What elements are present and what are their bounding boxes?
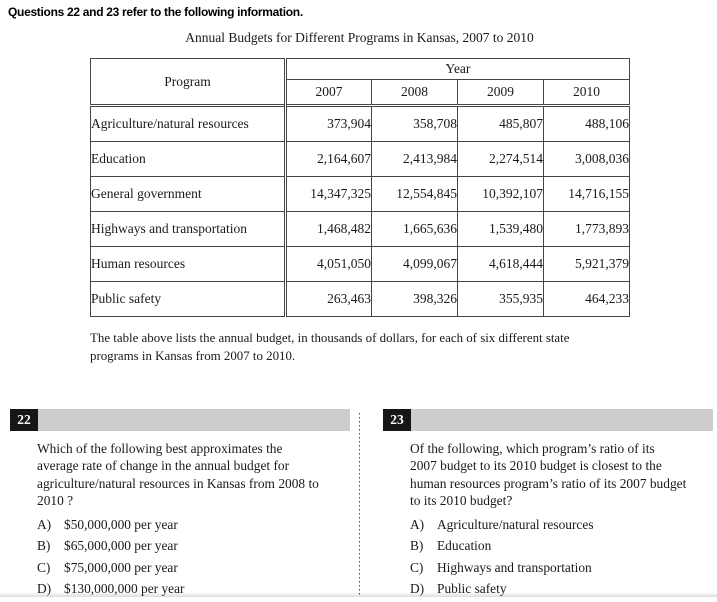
question-22-choices: A) $50,000,000 per year B) $65,000,000 p… [37, 516, 350, 599]
budget-value: 485,807 [457, 104, 544, 142]
choice-text: Highways and transportation [437, 559, 592, 575]
program-name: Education [90, 141, 286, 177]
program-name: Human resources [90, 246, 286, 282]
column-header-2008: 2008 [371, 79, 458, 106]
choice-22-b: B) $65,000,000 per year [37, 537, 350, 555]
column-header-2009: 2009 [457, 79, 544, 106]
choice-letter: D) [37, 581, 52, 597]
choice-letter: C) [37, 559, 51, 575]
budget-value: 358,708 [371, 104, 458, 142]
column-header-program: Program [90, 58, 286, 106]
choice-23-a: A) Agriculture/natural resources [410, 516, 713, 534]
program-name: Public safety [90, 281, 286, 317]
budget-value: 4,051,050 [284, 246, 372, 282]
choice-letter: D) [410, 581, 425, 597]
choice-text: Public safety [437, 581, 507, 597]
budget-value: 1,773,893 [543, 211, 630, 247]
budget-value: 1,539,480 [457, 211, 544, 247]
table-title: Annual Budgets for Different Programs in… [185, 30, 534, 45]
choice-letter: A) [37, 516, 52, 532]
budget-value: 398,326 [371, 281, 458, 317]
choice-text: Education [437, 538, 492, 554]
question-23-number-badge: 23 [383, 409, 411, 431]
choice-letter: C) [410, 559, 424, 575]
budget-value: 14,716,155 [543, 176, 630, 212]
table-row: Highways and transportation 1,468,482 1,… [90, 211, 630, 247]
question-22-number-badge: 22 [10, 409, 38, 431]
choice-letter: A) [410, 516, 425, 532]
program-name: Agriculture/natural resources [90, 104, 286, 142]
choice-23-c: C) Highways and transportation [410, 559, 713, 577]
budget-value: 4,618,444 [457, 246, 544, 282]
budget-value: 263,463 [284, 281, 372, 317]
budget-table: Program Year 2007 2008 2009 2010 Agricul… [90, 58, 630, 317]
choice-text: Agriculture/natural resources [437, 516, 594, 532]
question-23-text: Of the following, which program’s ratio … [410, 441, 687, 509]
budget-value: 12,554,845 [371, 176, 458, 212]
budget-value: 2,413,984 [371, 141, 458, 177]
choice-22-a: A) $50,000,000 per year [37, 516, 350, 534]
column-header-year: Year [284, 58, 630, 80]
budget-value: 10,392,107 [457, 176, 544, 212]
budget-value: 4,099,067 [371, 246, 458, 282]
budget-value: 464,233 [543, 281, 630, 317]
choice-22-c: C) $75,000,000 per year [37, 559, 350, 577]
questions-reference-instructions: Questions 22 and 23 refer to the followi… [8, 5, 303, 19]
budget-value: 3,008,036 [543, 141, 630, 177]
column-header-2007: 2007 [284, 79, 372, 106]
question-22: 22 Which of the following best approxima… [10, 409, 350, 602]
table-row: Human resources 4,051,050 4,099,067 4,61… [90, 246, 630, 282]
choice-22-d: D) $130,000,000 per year [37, 580, 350, 598]
question-23-header-bar [411, 409, 713, 431]
question-23: 23 Of the following, which program’s rat… [383, 409, 713, 602]
choice-text: $50,000,000 per year [64, 516, 178, 532]
table-row: Agriculture/natural resources 373,904 35… [90, 104, 630, 142]
program-name: General government [90, 176, 286, 212]
budget-value: 355,935 [457, 281, 544, 317]
column-header-2010: 2010 [543, 79, 630, 106]
budget-value: 373,904 [284, 104, 372, 142]
question-23-header: 23 [383, 409, 713, 431]
budget-value: 488,106 [543, 104, 630, 142]
question-22-header-bar [38, 409, 350, 431]
choice-letter: B) [410, 538, 424, 554]
choice-23-b: B) Education [410, 537, 713, 555]
budget-value: 1,665,636 [371, 211, 458, 247]
choice-23-d: D) Public safety [410, 580, 713, 598]
choice-letter: B) [37, 538, 51, 554]
table-caption: The table above lists the annual budget,… [90, 331, 570, 363]
choice-text: $75,000,000 per year [64, 559, 178, 575]
budget-value: 1,468,482 [284, 211, 372, 247]
budget-value: 2,274,514 [457, 141, 544, 177]
choice-text: $130,000,000 per year [64, 581, 185, 597]
choice-text: $65,000,000 per year [64, 538, 178, 554]
budget-value: 14,347,325 [284, 176, 372, 212]
budget-value: 2,164,607 [284, 141, 372, 177]
question-22-text: Which of the following best approximates… [37, 441, 319, 509]
table-row: General government 14,347,325 12,554,845… [90, 176, 630, 212]
table-row: Public safety 263,463 398,326 355,935 46… [90, 281, 630, 317]
budget-value: 5,921,379 [543, 246, 630, 282]
table-row: Education 2,164,607 2,413,984 2,274,514 … [90, 141, 630, 177]
question-23-choices: A) Agriculture/natural resources B) Educ… [410, 516, 713, 599]
question-column-divider [359, 413, 361, 597]
question-22-header: 22 [10, 409, 350, 431]
program-name: Highways and transportation [90, 211, 286, 247]
